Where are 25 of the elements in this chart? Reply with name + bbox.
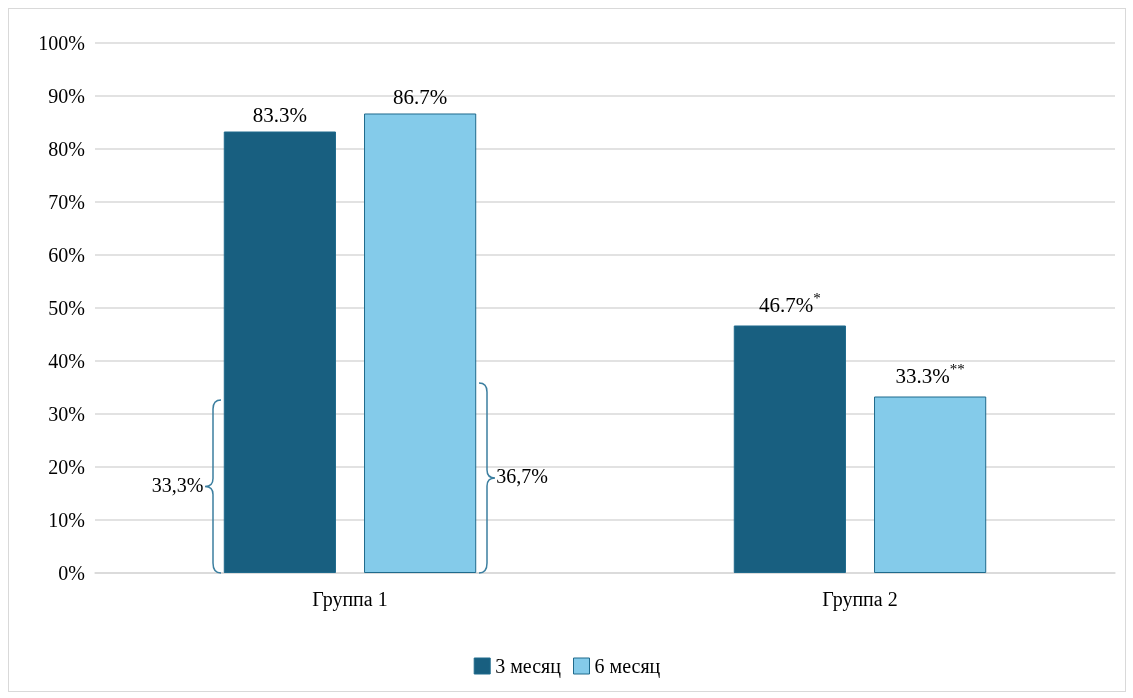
y-tick-label: 40% — [48, 350, 85, 372]
data-label: 83.3% — [252, 103, 307, 128]
annotation: 36,7% — [496, 465, 548, 488]
y-tick-label: 0% — [58, 562, 85, 584]
bar — [733, 325, 846, 573]
y-tick-label: 70% — [48, 191, 85, 213]
legend-label: 3 месяц — [495, 655, 562, 678]
x-tick-label: Группа 1 — [312, 588, 388, 611]
data-label: 46.7%* — [759, 289, 821, 317]
y-tick-label: 80% — [48, 138, 85, 160]
y-tick-label: 60% — [48, 244, 85, 266]
y-tick-label: 10% — [48, 509, 85, 531]
y-tick-label: 100% — [38, 32, 85, 54]
data-label: 86.7% — [393, 84, 448, 109]
bar — [364, 113, 477, 573]
y-tick-label: 50% — [48, 297, 85, 319]
bar — [874, 396, 987, 573]
y-tick-label: 20% — [48, 456, 85, 478]
data-label: 33.3%** — [895, 361, 965, 389]
y-tick-label: 30% — [48, 403, 85, 425]
y-tick-label: 90% — [48, 85, 85, 107]
x-tick-label: Группа 2 — [822, 588, 898, 611]
legend-label: 6 месяц — [594, 655, 661, 678]
annotation: 33,3% — [151, 473, 204, 497]
bar — [223, 131, 336, 573]
